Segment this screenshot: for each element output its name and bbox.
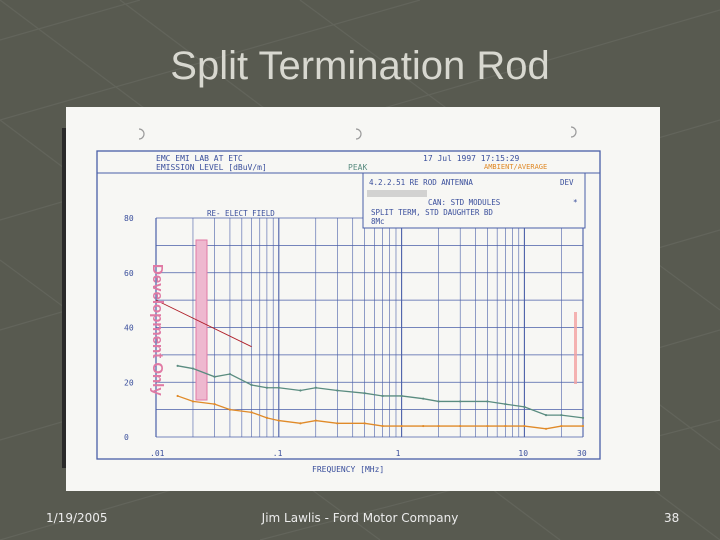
page-number: 38 (664, 511, 680, 525)
info-line4: 8Mc (371, 217, 385, 226)
average-point (250, 411, 253, 414)
average-point (228, 408, 232, 411)
info-star: * (573, 198, 578, 207)
emission-plot: EMC EMI LAB AT ETC EMISSION LEVEL [dBuV/… (96, 126, 601, 474)
plot-outer-frame (96, 150, 601, 460)
y-tick-label: 80 (124, 214, 134, 223)
average-point (336, 422, 339, 425)
peak-point (250, 383, 253, 387)
peak-point (213, 375, 216, 378)
peak-point (277, 386, 280, 389)
header-line1: EMC EMI LAB AT ETC (156, 154, 243, 163)
average-point (486, 424, 489, 428)
hole-punch-marks (138, 126, 577, 140)
average-point (560, 424, 563, 428)
average-point (191, 400, 195, 403)
x-tick-label: 1 (396, 449, 401, 458)
average-point (265, 416, 269, 419)
info-line1: 4.2.2.51 RE ROD ANTENNA (369, 178, 473, 187)
slide-title: Split Termination Rod (170, 44, 550, 88)
average-point (299, 422, 302, 425)
info-line2: CAN: STD MODULES (428, 198, 501, 207)
footer-author: Jim Lawlis - Ford Motor Company (261, 511, 459, 525)
peak-point (422, 397, 425, 400)
y-tick-label: 40 (124, 324, 134, 333)
peak-point (299, 389, 302, 392)
field-label: RE- ELECT FIELD (207, 209, 275, 218)
header-line2: EMISSION LEVEL [dBuV/m] (156, 163, 267, 172)
x-tick-label: .1 (273, 449, 283, 458)
average-point (176, 394, 179, 398)
footer-date: 1/19/2005 (46, 511, 108, 525)
info-box (362, 172, 586, 229)
x-tick-label: .01 (150, 449, 165, 458)
peak-point (314, 386, 317, 389)
peak-point (459, 400, 462, 403)
right-red-marker (574, 312, 577, 384)
info-line3: SPLIT TERM, STD DAUGHTER BD (371, 208, 493, 217)
average-point (459, 424, 462, 428)
y-tick-label: 60 (124, 269, 134, 278)
peak-point (504, 403, 507, 406)
peak-point (265, 386, 269, 389)
peak-point (486, 400, 489, 403)
average-point (213, 403, 216, 406)
peak-point (400, 394, 403, 398)
average-point (544, 427, 548, 430)
info-dev: DEV (560, 178, 574, 187)
peak-point (363, 392, 366, 395)
y-axis-ticks: 0 20 40 60 80 (124, 214, 134, 442)
peak-point (336, 389, 339, 392)
peak-label: PEAK (348, 163, 367, 172)
peak-point (560, 414, 563, 417)
average-point (422, 424, 425, 428)
average-point (277, 419, 280, 422)
series-average-line (177, 395, 583, 430)
mode-label: AMBIENT/AVERAGE (484, 163, 547, 171)
emission-plot-image: EMC EMI LAB AT ETC EMISSION LEVEL [dBuV/… (66, 107, 660, 491)
peak-point (523, 405, 526, 408)
series-peak-line (177, 365, 584, 419)
peak-point (581, 416, 585, 419)
x-tick-label: 10 (518, 449, 528, 458)
y-tick-label: 0 (124, 433, 129, 442)
average-point (437, 424, 440, 428)
peak-point (381, 394, 384, 398)
plot-header-text: EMC EMI LAB AT ETC EMISSION LEVEL [dBuV/… (156, 154, 578, 474)
average-point (504, 424, 507, 428)
average-point (381, 424, 384, 428)
plot-grid (155, 217, 584, 438)
average-point (363, 422, 366, 425)
scan-shadow-edge (62, 128, 66, 468)
peak-point (437, 400, 440, 403)
date-time: 17 Jul 1997 17:15:29 (423, 154, 520, 163)
limit-line (155, 299, 252, 348)
y-tick-label: 20 (124, 378, 134, 387)
x-axis-ticks: .01 .1 1 10 30 (150, 449, 587, 458)
peak-point (228, 372, 232, 376)
average-point (581, 424, 585, 428)
development-watermark: Development Only (149, 264, 166, 396)
peak-point (176, 364, 179, 367)
average-point (523, 424, 526, 428)
series-points (176, 364, 585, 430)
peak-point (544, 414, 548, 417)
x-axis-label: FREQUENCY [MHz] (312, 465, 384, 474)
average-point (400, 424, 403, 428)
peak-point (191, 367, 195, 370)
average-point (314, 419, 317, 422)
x-tick-label: 30 (577, 449, 587, 458)
